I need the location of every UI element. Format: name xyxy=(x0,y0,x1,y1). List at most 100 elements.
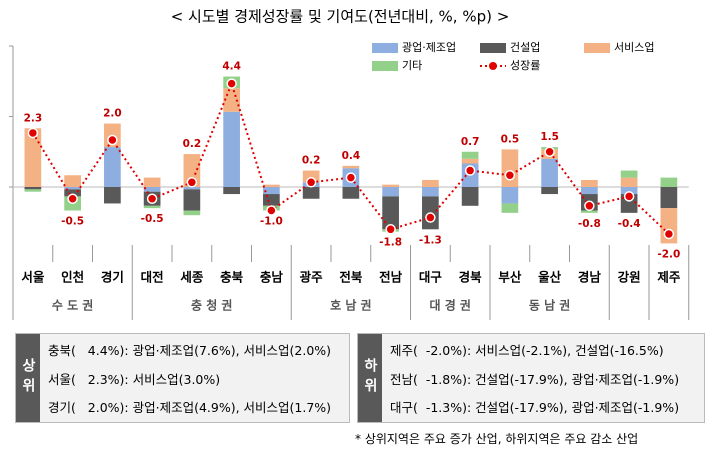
data-label: 0.5 xyxy=(501,133,520,145)
x-tick-label: 충남 xyxy=(260,270,284,285)
data-label: 4.4 xyxy=(222,61,241,73)
bar-segment xyxy=(143,177,161,187)
bar-segment xyxy=(143,205,161,209)
growth-dot xyxy=(266,205,277,216)
group-label: 동 남 권 xyxy=(529,298,570,313)
bar-segment xyxy=(24,128,42,187)
legend-swatch xyxy=(372,61,398,71)
legend-label: 광업·제조업 xyxy=(402,41,456,54)
bar-segment xyxy=(620,177,638,187)
bar-segment xyxy=(183,187,201,190)
data-label: 0.7 xyxy=(461,136,480,148)
bar-segment xyxy=(263,184,280,187)
bar-segment xyxy=(581,179,598,187)
x-tick-label: 광주 xyxy=(300,270,324,285)
legend-dot xyxy=(489,62,497,70)
x-tick-label: 경기 xyxy=(101,270,124,285)
x-tick-label: 서울 xyxy=(21,270,45,285)
data-label: 0.4 xyxy=(342,150,361,162)
bar-segment xyxy=(183,210,201,216)
bar-segment xyxy=(660,177,678,187)
data-label: -0.8 xyxy=(578,218,601,230)
bar-segment xyxy=(302,170,320,183)
group-label: 수 도 권 xyxy=(52,299,93,313)
data-label: -1.8 xyxy=(379,237,402,249)
growth-dot xyxy=(385,224,396,235)
growth-dot xyxy=(107,134,118,146)
table-row: 경기( 2.0%): 광업·제조업(4.9%), 서비스업(1.7%) xyxy=(48,400,332,415)
x-tick-label: 충북 xyxy=(220,270,244,285)
bar-segment xyxy=(422,179,439,187)
growth-line xyxy=(32,80,670,235)
data-label: -0.4 xyxy=(618,218,641,230)
growth-dot xyxy=(67,193,78,204)
data-label: -1.0 xyxy=(260,216,283,228)
bar-segment xyxy=(620,170,638,178)
legend-label: 건설업 xyxy=(510,41,540,54)
note: * 상위지역은 주요 증가 산업, 하위지역은 주요 감소 산업 xyxy=(355,432,639,446)
x-tick-label: 경남 xyxy=(578,270,602,285)
data-label: 1.5 xyxy=(540,131,559,143)
bar-segment xyxy=(501,187,519,204)
x-tick-label: 전북 xyxy=(339,270,363,285)
bar-segment xyxy=(143,187,161,192)
table-heading: 상위 xyxy=(16,334,40,422)
x-tick-label: 세종 xyxy=(180,270,204,285)
bar-segment xyxy=(342,165,360,169)
growth-dot xyxy=(345,172,357,183)
data-label: -0.5 xyxy=(61,216,84,228)
growth-dot xyxy=(623,191,635,202)
x-tick-label: 부산 xyxy=(498,270,522,285)
bar-segment xyxy=(223,111,240,187)
bar-segment xyxy=(382,196,399,230)
growth-dot xyxy=(584,200,595,212)
x-tick-label: 제주 xyxy=(657,270,681,285)
table-row: 대구( -1.3%): 건설업(-17.9%), 광업·제조업(-1.9%) xyxy=(390,400,680,415)
bar-segment xyxy=(24,189,42,192)
bar-segment xyxy=(183,154,201,187)
growth-dot xyxy=(305,177,317,188)
bar-segment xyxy=(501,203,519,213)
bar-segment xyxy=(541,158,558,187)
bar-segment xyxy=(581,210,598,213)
bar-segment xyxy=(461,187,479,206)
bottom-table: 하위 제주( -2.0%): 서비스업(-2.1%), 건설업(-16.5%) 전… xyxy=(357,333,705,423)
bar-segment xyxy=(223,187,240,195)
legend-swatch xyxy=(372,43,398,53)
bar-segment xyxy=(461,151,479,159)
table-row: 충북( 4.4%): 광업·제조업(7.6%), 서비스업(2.0%) xyxy=(48,343,332,358)
growth-dot xyxy=(27,127,39,139)
x-tick-label: 대전 xyxy=(141,270,164,285)
growth-dot xyxy=(425,212,436,223)
bar-segment xyxy=(104,187,121,204)
bar-segment xyxy=(263,194,280,206)
data-label: 2.3 xyxy=(24,112,43,124)
data-label: -0.5 xyxy=(141,213,164,225)
growth-dot xyxy=(186,177,198,188)
group-label: 대 경 권 xyxy=(430,299,471,313)
x-tick-label: 대구 xyxy=(419,270,443,285)
legend-label: 서비스업 xyxy=(614,41,654,54)
bar-segment xyxy=(64,189,81,197)
bar-segment xyxy=(183,189,201,211)
bar-segment xyxy=(64,175,81,187)
table-heading: 하위 xyxy=(358,334,382,422)
data-label: -1.3 xyxy=(419,234,442,246)
table-row: 서울( 2.3%): 서비스업(3.0%) xyxy=(48,371,221,387)
bar-segment xyxy=(501,149,519,187)
chart-title: < 시도별 경제성장률 및 기여도(전년대비, %, %p) > xyxy=(171,8,510,26)
bar-segment xyxy=(263,187,280,195)
growth-dot xyxy=(544,146,555,157)
table-row: 전남( -1.8%): 건설업(-17.9%), 광업·제조업(-1.9%) xyxy=(390,371,680,387)
bar-segment xyxy=(104,147,121,187)
bar-segment xyxy=(382,184,399,187)
data-label: -2.0 xyxy=(657,248,680,260)
legend-swatch xyxy=(584,43,610,53)
x-tick-label: 경북 xyxy=(459,270,483,285)
growth-dot xyxy=(226,78,237,89)
legend-label: 기타 xyxy=(402,59,422,72)
growth-dot xyxy=(663,228,675,240)
bar-segment xyxy=(660,187,678,209)
bar-segment xyxy=(24,187,42,190)
